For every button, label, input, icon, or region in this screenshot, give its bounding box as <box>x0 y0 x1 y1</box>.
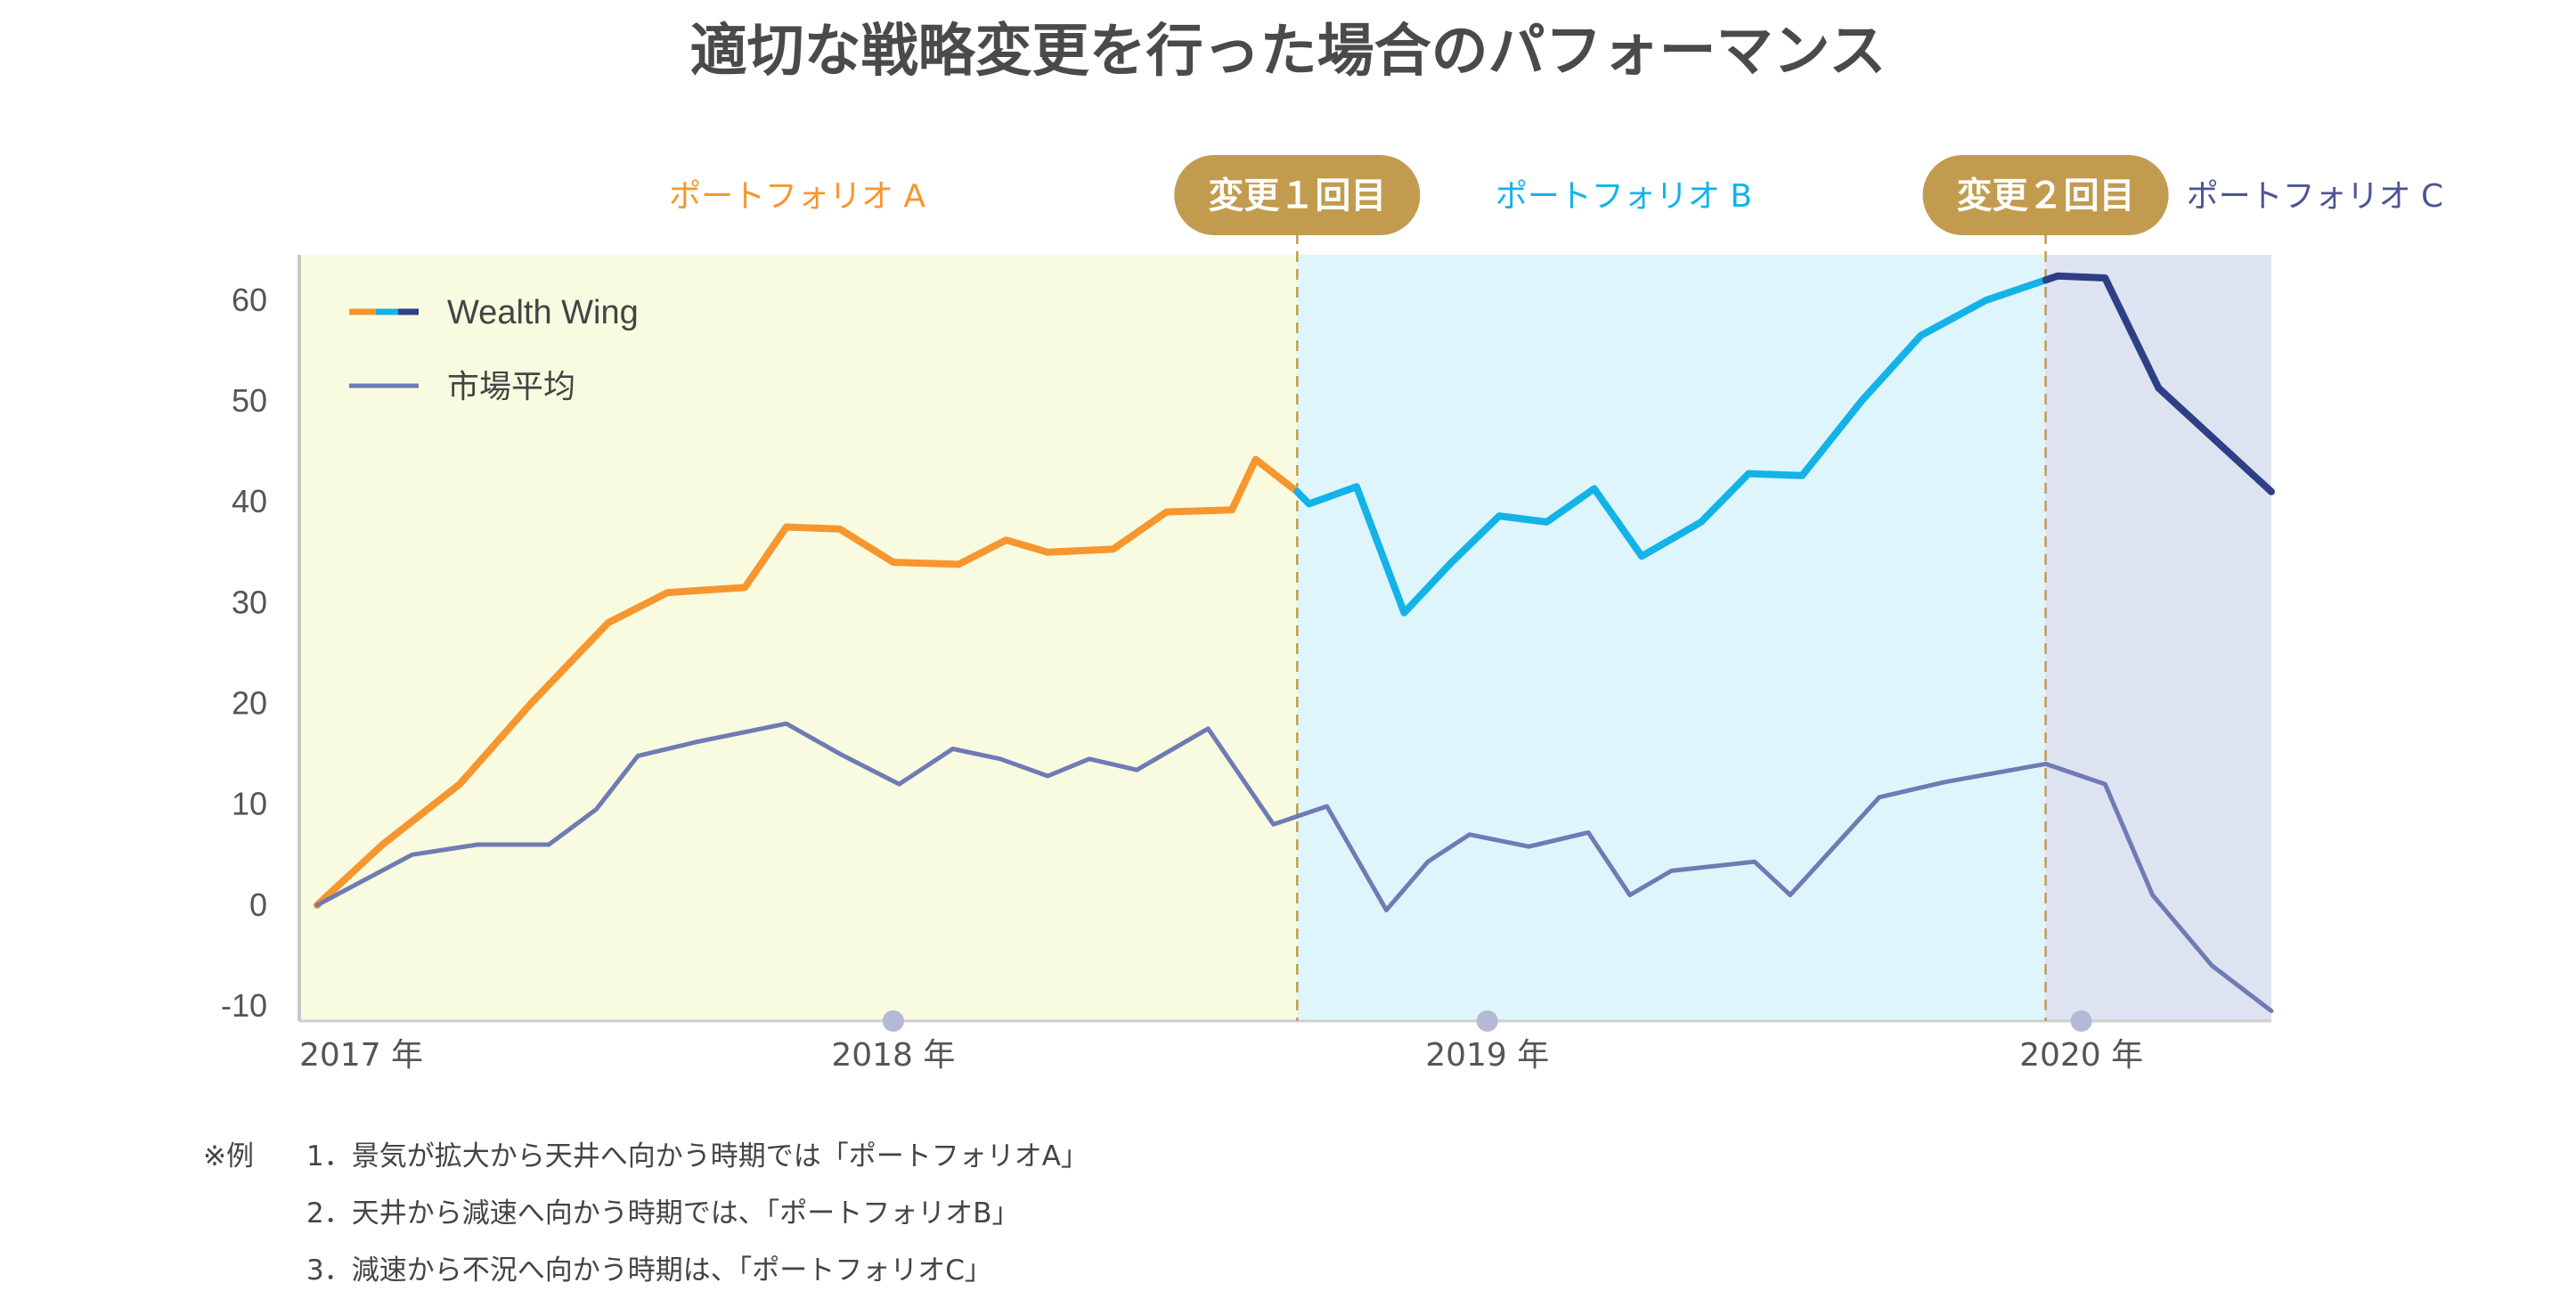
footnote-prefix: ※例 <box>203 1140 254 1172</box>
change-badge-1 <box>1174 155 1421 235</box>
legend-label-market: 市場平均 <box>447 369 575 405</box>
change-badge-label-2: 変更２回目 <box>1957 176 2135 216</box>
chart-title: 適切な戦略変更を行った場合のパフォーマンス <box>689 19 1887 85</box>
region-labels: 変更１回目 変更２回目 ポートフォリオ A ポートフォリオ B ポートフォリオ C <box>669 155 2443 1021</box>
x-tick-label: 2020 年 <box>2019 1037 2143 1074</box>
change-badge-label-1: 変更１回目 <box>1208 176 1386 216</box>
region-bg-3 <box>2045 255 2271 1021</box>
y-tick-label: 0 <box>249 886 267 923</box>
x-tick-dot <box>882 1010 904 1032</box>
footnote-item-3: 3．減速から不況へ向かう時期は、「ポートフォリオC」 <box>306 1254 992 1287</box>
x-tick-label: 2017 年 <box>299 1037 423 1074</box>
series-line-wealth-wing-1 <box>314 455 1301 909</box>
y-tick-label: 60 <box>232 282 267 318</box>
region-label-2: ポートフォリオ B <box>1496 178 1752 215</box>
y-tick-label: 30 <box>232 584 267 620</box>
series-line-wealth-wing-3 <box>2042 272 2275 495</box>
x-tick-dot <box>1476 1010 1498 1032</box>
y-tick-label: -10 <box>221 987 267 1024</box>
footnote-item-1: 1．景気が拡大から天井へ向かう時期では「ポートフォリオA」 <box>306 1140 1088 1172</box>
y-tick-label: 10 <box>232 786 267 822</box>
y-tick-label: 50 <box>232 382 267 419</box>
region-label-1: ポートフォリオ A <box>669 178 925 215</box>
series-line-market-1 <box>314 721 2274 1014</box>
series-lines <box>314 272 2275 1014</box>
change-badge-2 <box>1922 155 2169 235</box>
legend-label-wealth-wing: Wealth Wing <box>447 294 639 331</box>
footnote: ※例 1．景気が拡大から天井へ向かう時期では「ポートフォリオA」 2．天井から減… <box>203 1128 1088 1299</box>
x-tick-dot <box>2070 1010 2092 1032</box>
legend: Wealth Wing 市場平均 <box>349 294 639 405</box>
region-label-3: ポートフォリオ C <box>2187 178 2444 215</box>
y-tick-label: 40 <box>232 483 267 519</box>
axes: 60 50 40 30 20 10 0 -10 2017 年 2018 年 2019 年 2020 年 <box>221 255 2271 1074</box>
y-tick-label: 20 <box>232 685 267 722</box>
series-line-wealth-wing-2 <box>1293 276 2050 617</box>
region-bg-2 <box>1297 255 2046 1021</box>
x-tick-label: 2018 年 <box>831 1037 955 1074</box>
x-tick-label: 2019 年 <box>1425 1037 1549 1074</box>
region-bg-1 <box>299 255 1298 1021</box>
footnote-item-2: 2．天井から減速へ向かう時期では、「ポートフォリオB」 <box>306 1197 1020 1230</box>
